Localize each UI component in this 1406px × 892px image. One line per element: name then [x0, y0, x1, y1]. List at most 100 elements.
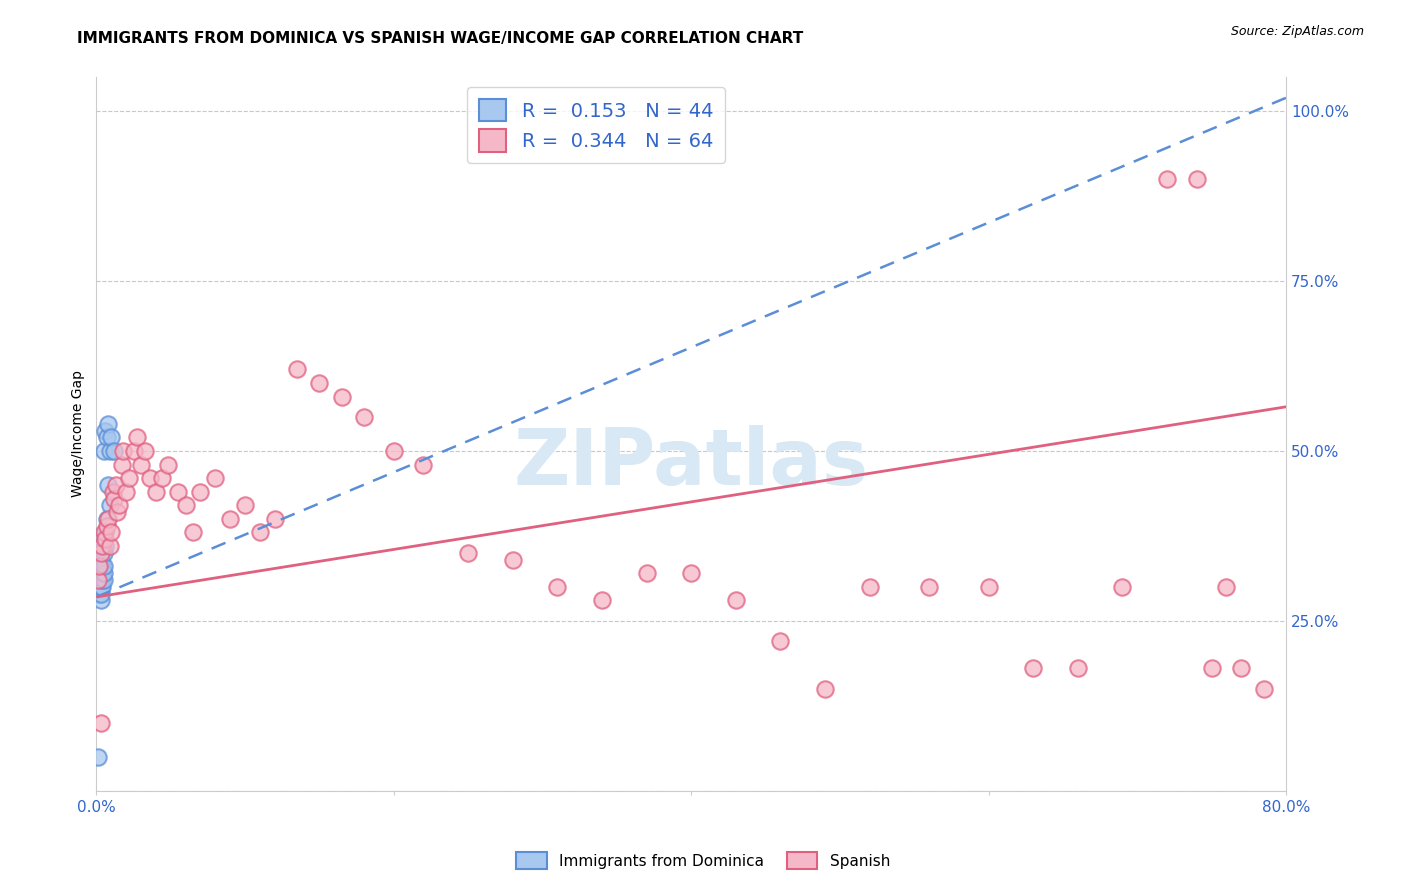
Point — [91, 539, 114, 553]
Y-axis label: Wage/Income Gap: Wage/Income Gap — [72, 370, 86, 498]
Point — [174, 498, 197, 512]
Point — [89, 586, 111, 600]
Point — [89, 559, 111, 574]
Point — [91, 580, 114, 594]
Point — [150, 471, 173, 485]
Point — [115, 484, 138, 499]
Point — [91, 559, 114, 574]
Point — [90, 552, 112, 566]
Point — [89, 539, 111, 553]
Point — [87, 749, 110, 764]
Point — [93, 559, 115, 574]
Point — [167, 484, 190, 499]
Point — [134, 444, 156, 458]
Point — [1156, 172, 1178, 186]
Point — [190, 484, 212, 499]
Point — [1185, 172, 1208, 186]
Point — [1253, 681, 1275, 696]
Point — [156, 458, 179, 472]
Point — [93, 525, 115, 540]
Point — [89, 573, 111, 587]
Point — [1067, 661, 1090, 675]
Point — [382, 444, 405, 458]
Point — [90, 546, 112, 560]
Point — [93, 444, 115, 458]
Point — [104, 478, 127, 492]
Point — [90, 715, 112, 730]
Point — [105, 505, 128, 519]
Point — [814, 681, 837, 696]
Legend: Immigrants from Dominica, Spanish: Immigrants from Dominica, Spanish — [510, 846, 896, 875]
Point — [412, 458, 434, 472]
Point — [90, 559, 112, 574]
Point — [89, 559, 111, 574]
Point — [96, 512, 118, 526]
Point — [91, 539, 114, 553]
Point — [93, 546, 115, 560]
Point — [89, 566, 111, 581]
Point — [94, 533, 117, 547]
Point — [100, 430, 122, 444]
Point — [98, 539, 121, 553]
Point — [285, 362, 308, 376]
Point — [87, 580, 110, 594]
Point — [98, 444, 121, 458]
Legend: R =  0.153   N = 44, R =  0.344   N = 64: R = 0.153 N = 44, R = 0.344 N = 64 — [467, 87, 724, 163]
Point — [98, 498, 121, 512]
Point — [353, 409, 375, 424]
Point — [145, 484, 167, 499]
Point — [90, 566, 112, 581]
Point — [330, 390, 353, 404]
Point — [93, 573, 115, 587]
Point — [90, 580, 112, 594]
Point — [204, 471, 226, 485]
Point — [103, 491, 125, 506]
Point — [90, 573, 112, 587]
Point — [233, 498, 256, 512]
Point — [90, 593, 112, 607]
Point — [103, 444, 125, 458]
Point — [96, 518, 118, 533]
Point — [100, 525, 122, 540]
Point — [91, 566, 114, 581]
Point — [91, 573, 114, 587]
Point — [1111, 580, 1133, 594]
Point — [111, 458, 134, 472]
Point — [858, 580, 880, 594]
Point — [181, 525, 204, 540]
Point — [87, 566, 110, 581]
Point — [125, 430, 148, 444]
Point — [94, 539, 117, 553]
Point — [308, 376, 330, 390]
Point — [87, 573, 110, 587]
Point — [681, 566, 703, 581]
Text: ZIPatlas: ZIPatlas — [513, 425, 869, 500]
Point — [97, 417, 120, 431]
Point — [97, 478, 120, 492]
Text: IMMIGRANTS FROM DOMINICA VS SPANISH WAGE/INCOME GAP CORRELATION CHART: IMMIGRANTS FROM DOMINICA VS SPANISH WAGE… — [77, 31, 804, 46]
Point — [122, 444, 145, 458]
Point — [96, 430, 118, 444]
Point — [129, 458, 152, 472]
Point — [90, 539, 112, 553]
Point — [93, 566, 115, 581]
Point — [918, 580, 941, 594]
Point — [94, 525, 117, 540]
Point — [263, 512, 285, 526]
Point — [87, 559, 110, 574]
Point — [89, 546, 111, 560]
Point — [636, 566, 658, 581]
Point — [87, 573, 110, 587]
Point — [457, 546, 479, 560]
Point — [1201, 661, 1223, 675]
Point — [546, 580, 568, 594]
Point — [1022, 661, 1045, 675]
Point — [118, 471, 141, 485]
Point — [91, 533, 114, 547]
Point — [1230, 661, 1253, 675]
Point — [107, 498, 129, 512]
Point — [1215, 580, 1237, 594]
Point — [90, 546, 112, 560]
Point — [101, 484, 124, 499]
Point — [97, 512, 120, 526]
